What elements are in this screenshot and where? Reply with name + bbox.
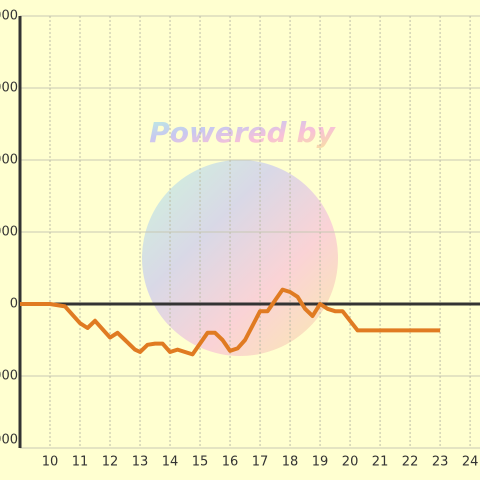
- x-tick-label: 20: [342, 455, 359, 470]
- x-tick-label: 24: [462, 455, 479, 470]
- x-tick-label: 10: [42, 455, 59, 470]
- watermark-logo: [142, 160, 338, 356]
- x-tick-label: 19: [312, 455, 329, 470]
- watermark: Powered by: [149, 116, 336, 149]
- y-tick-label: -3,000: [0, 369, 18, 384]
- x-tick-label: 14: [162, 455, 179, 470]
- data-line: [20, 287, 441, 357]
- y-tick-label: 12,000: [0, 9, 18, 24]
- y-tick-label: 6,000: [0, 153, 18, 168]
- x-tick-label: 15: [192, 455, 209, 470]
- x-tick-label: 11: [72, 455, 89, 470]
- y-tick-label: 0: [10, 297, 18, 312]
- x-tick-label: 12: [102, 455, 119, 470]
- y-tick-label: 9,000: [0, 81, 18, 96]
- y-tick-label: 3,000: [0, 225, 18, 240]
- y-tick-label: -6,000: [0, 433, 18, 448]
- x-tick-label: 23: [432, 455, 449, 470]
- x-tick-label: 22: [402, 455, 419, 470]
- x-tick-label: 16: [222, 455, 239, 470]
- x-tick-label: 13: [132, 455, 149, 470]
- x-tick-label: 17: [252, 455, 269, 470]
- x-tick-label: 18: [282, 455, 299, 470]
- x-tick-label: 21: [372, 455, 389, 470]
